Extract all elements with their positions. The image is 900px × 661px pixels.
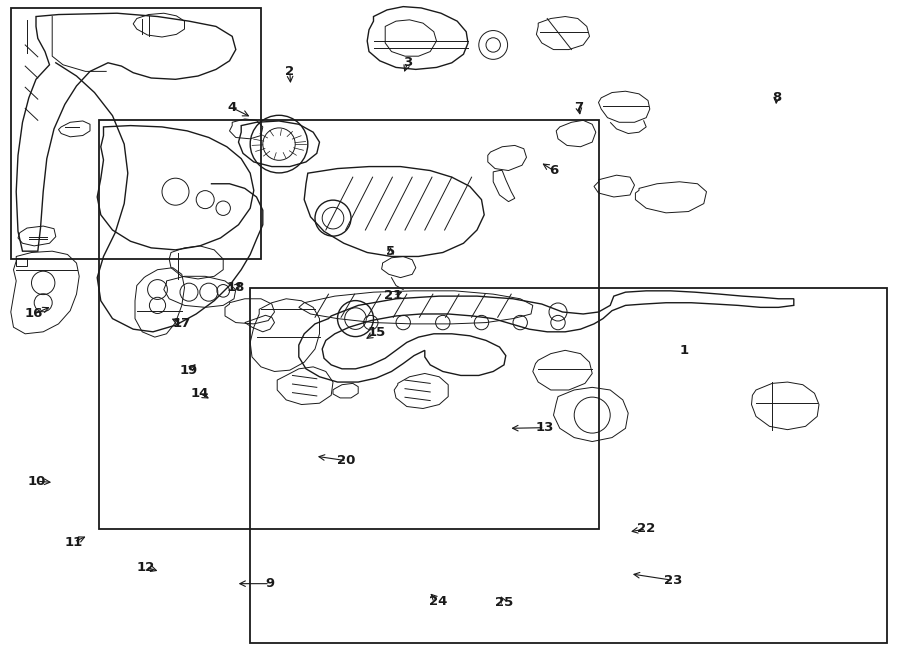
Text: 14: 14 <box>191 387 209 400</box>
Text: 2: 2 <box>285 65 294 78</box>
Bar <box>11 8 261 259</box>
Text: 21: 21 <box>384 289 402 302</box>
Text: 1: 1 <box>680 344 688 357</box>
Text: 18: 18 <box>227 281 245 294</box>
Text: 9: 9 <box>266 577 274 590</box>
Text: 5: 5 <box>386 245 395 258</box>
Text: 11: 11 <box>65 535 83 549</box>
Text: 20: 20 <box>338 454 356 467</box>
Text: 16: 16 <box>25 307 43 321</box>
Text: 12: 12 <box>137 561 155 574</box>
Bar <box>99 120 598 529</box>
Text: 13: 13 <box>536 421 554 434</box>
Text: 8: 8 <box>772 91 781 104</box>
Text: 24: 24 <box>429 595 447 608</box>
Text: 10: 10 <box>28 475 46 488</box>
Text: 22: 22 <box>637 522 655 535</box>
Text: 7: 7 <box>574 100 583 114</box>
Text: 17: 17 <box>173 317 191 330</box>
Text: 23: 23 <box>664 574 682 587</box>
Text: 19: 19 <box>180 364 198 377</box>
Text: 25: 25 <box>495 596 513 609</box>
Text: 4: 4 <box>228 101 237 114</box>
Text: 6: 6 <box>549 164 558 177</box>
Bar <box>250 288 887 643</box>
Text: 3: 3 <box>403 56 412 69</box>
Text: 15: 15 <box>367 326 385 339</box>
